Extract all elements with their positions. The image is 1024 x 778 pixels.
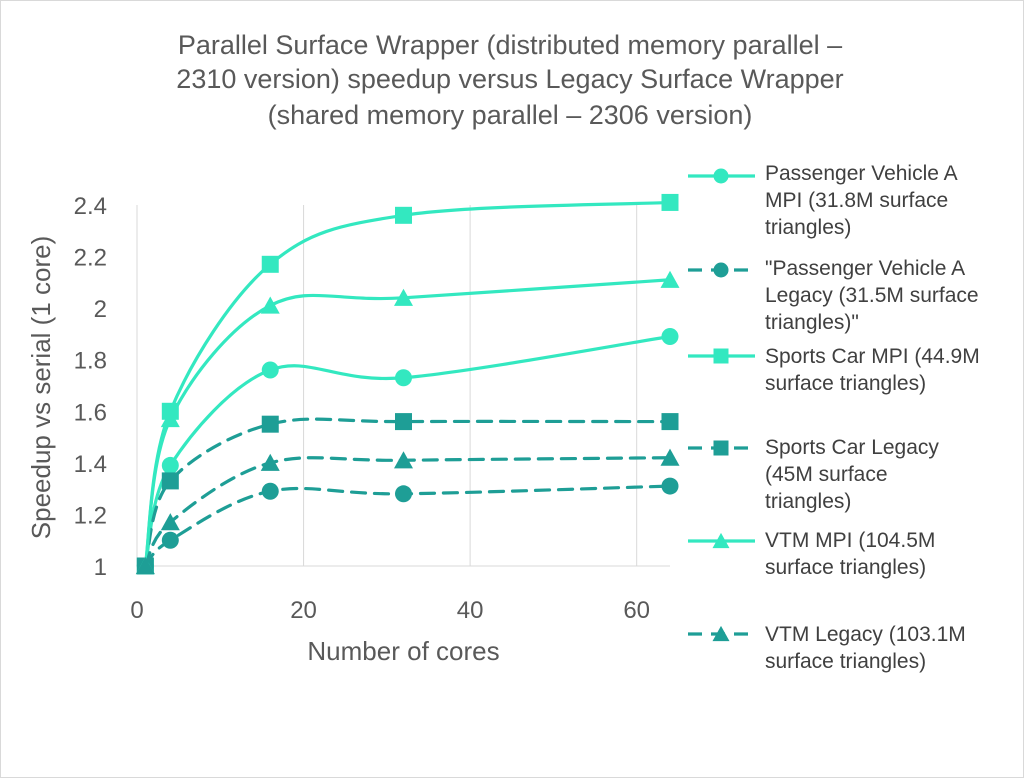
point-sc-legacy-64 bbox=[661, 413, 679, 431]
point-vtm-mpi-4 bbox=[160, 409, 180, 428]
point-pv-mpi-16 bbox=[261, 361, 279, 379]
y-tick-label-2: 2 bbox=[94, 296, 107, 323]
point-vtm-mpi-16 bbox=[260, 296, 280, 314]
x-tick-label-40: 40 bbox=[457, 597, 484, 624]
legend-marker-pv-legacy bbox=[713, 262, 729, 278]
legend-marker-sc-mpi bbox=[713, 348, 729, 364]
legend-label-sc-legacy: Sports Car Legacy (45M surface triangles… bbox=[765, 436, 939, 513]
legend-marker-vtm-mpi bbox=[712, 532, 730, 549]
x-axis-title: Number of cores bbox=[307, 636, 499, 666]
point-vtm-legacy-64 bbox=[660, 448, 680, 466]
point-pv-mpi-32 bbox=[395, 369, 412, 387]
x-tick-label-60: 60 bbox=[623, 597, 650, 624]
point-pv-mpi-4 bbox=[161, 456, 179, 474]
legend-marker-vtm-legacy bbox=[712, 625, 730, 642]
series-line-sc-legacy bbox=[143, 417, 672, 568]
y-tick-label-2_4: 2.4 bbox=[74, 193, 107, 220]
point-vtm-legacy-4 bbox=[160, 513, 180, 531]
legend-label-vtm-mpi: VTM MPI (104.5M surface triangles) bbox=[765, 529, 936, 579]
point-vtm-legacy-16 bbox=[260, 453, 280, 471]
legend-label-vtm-legacy: VTM Legacy (103.1M surface triangles) bbox=[765, 623, 966, 673]
series-line-vtm-mpi bbox=[143, 278, 672, 568]
point-sc-mpi-64 bbox=[661, 193, 679, 211]
point-sc-legacy-32 bbox=[395, 413, 412, 431]
y-tick-label-1_4: 1.4 bbox=[74, 451, 107, 478]
y-tick-label-1_6: 1.6 bbox=[74, 399, 107, 426]
y-tick-label-1_2: 1.2 bbox=[74, 502, 107, 529]
x-tick-label-0: 0 bbox=[130, 597, 143, 624]
point-vtm-mpi-64 bbox=[660, 270, 680, 288]
point-pv-legacy-64 bbox=[661, 477, 679, 495]
chart-title-line-2: 2310 version) speedup versus Legacy Surf… bbox=[176, 64, 844, 94]
point-sc-mpi-16 bbox=[261, 255, 279, 273]
point-vtm-legacy-32 bbox=[394, 451, 413, 469]
series-line-vtm-legacy bbox=[143, 456, 672, 568]
point-pv-legacy-32 bbox=[395, 485, 412, 503]
point-pv-legacy-4 bbox=[161, 531, 179, 549]
series-line-pv-mpi bbox=[143, 334, 672, 568]
chart-title-line-3: (shared memory parallel – 2306 version) bbox=[267, 100, 753, 130]
y-axis-title: Speedup vs serial (1 core) bbox=[26, 236, 56, 539]
x-tick-label-20: 20 bbox=[290, 597, 317, 624]
point-vtm-mpi-32 bbox=[394, 288, 413, 306]
legend-marker-pv-mpi bbox=[713, 168, 729, 184]
legend-label-pv-legacy: "Passenger Vehicle A Legacy (31.5M surfa… bbox=[765, 257, 979, 334]
y-tick-label-1: 1 bbox=[94, 554, 107, 581]
point-sc-legacy-4 bbox=[161, 472, 179, 490]
point-pv-legacy-16 bbox=[261, 482, 279, 500]
point-vtm-legacy-1 bbox=[135, 556, 155, 575]
chart-title-line-1: Parallel Surface Wrapper (distributed me… bbox=[177, 30, 843, 60]
legend-label-sc-mpi: Sports Car MPI (44.9M surface triangles) bbox=[765, 345, 980, 395]
point-sc-mpi-32 bbox=[395, 206, 412, 224]
y-tick-label-2_2: 2.2 bbox=[74, 245, 107, 272]
legend-label-pv-mpi: Passenger Vehicle A MPI (31.8M surface t… bbox=[765, 162, 958, 239]
y-tick-label-1_8: 1.8 bbox=[74, 348, 107, 375]
point-pv-mpi-64 bbox=[661, 328, 679, 346]
point-sc-legacy-16 bbox=[261, 415, 279, 433]
legend-marker-sc-legacy bbox=[713, 440, 729, 456]
